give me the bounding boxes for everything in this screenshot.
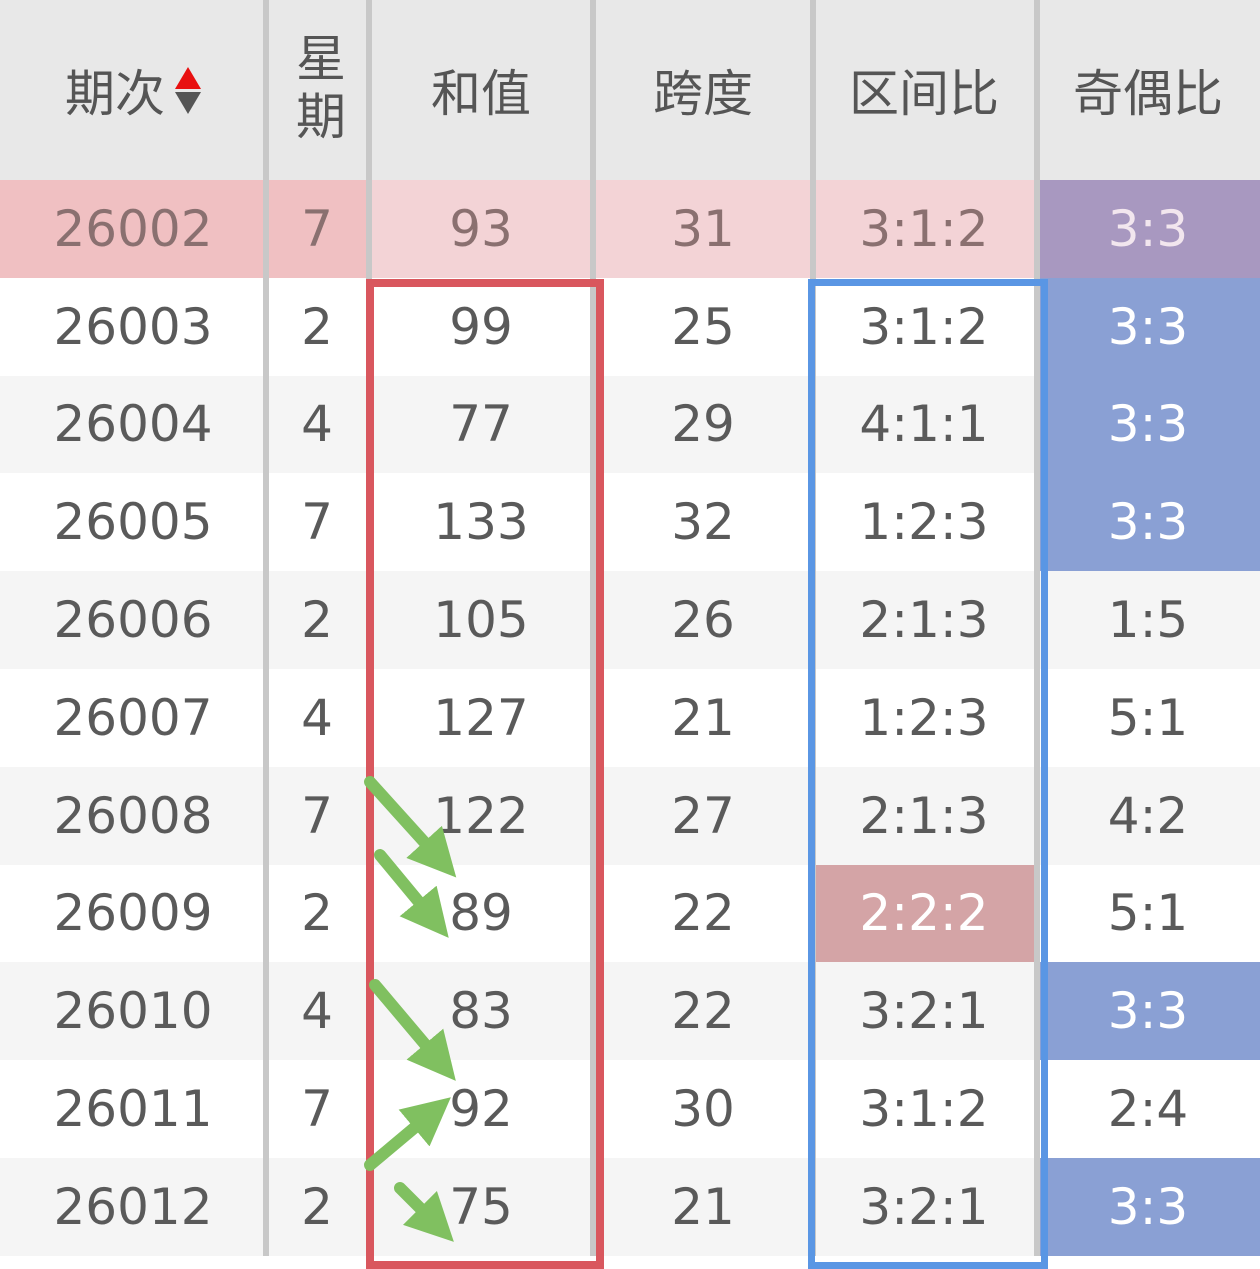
zone-ratio-cell: 3:1:2	[859, 297, 989, 356]
span-cell: 21	[671, 1177, 735, 1236]
sum-cell: 127	[433, 688, 529, 747]
zone-ratio-cell: 2:1:3	[859, 591, 989, 650]
header-label: 期次	[65, 65, 165, 123]
table-row[interactable]: 26004 4 77 29 4:1:1 3:3	[0, 375, 1260, 474]
issue-cell: 26012	[53, 1177, 213, 1236]
sum-cell: 75	[449, 1177, 513, 1236]
table-row[interactable]: 26009 2 89 22 2:2:2 5:1	[0, 864, 1260, 963]
span-cell: 22	[671, 884, 735, 943]
odd-even-cell: 2:4	[1107, 1080, 1189, 1139]
issue-cell: 26010	[53, 982, 213, 1041]
zone-ratio-cell: 3:2:1	[859, 982, 989, 1041]
odd-even-cell: 3:3	[1036, 1157, 1260, 1256]
issue-cell: 26009	[53, 884, 213, 943]
weekday-cell: 7	[301, 493, 333, 552]
table-row[interactable]: 26005 7 133 32 1:2:3 3:3	[0, 473, 1260, 572]
zone-ratio-cell: 4:1:1	[859, 395, 989, 454]
sort-up-down-icon[interactable]	[175, 66, 201, 114]
span-cell: 30	[671, 1080, 735, 1139]
span-cell: 29	[671, 395, 735, 454]
header-issue[interactable]: 期次	[0, 0, 266, 180]
arrow-icon	[364, 776, 457, 878]
arrow-icon	[369, 979, 456, 1081]
span-cell: 31	[594, 180, 812, 278]
header-odd-even-ratio: 奇偶比	[1073, 65, 1223, 123]
sum-cell: 93	[368, 180, 594, 278]
weekday-cell: 4	[301, 982, 333, 1041]
span-cell: 21	[671, 688, 735, 747]
sum-cell: 83	[449, 982, 513, 1041]
odd-even-cell: 5:1	[1107, 884, 1189, 943]
header-zone-ratio: 区间比	[849, 65, 999, 123]
zone-ratio-cell: 1:2:3	[859, 688, 989, 747]
table-row[interactable]: 26006 2 105 26 2:1:3 1:5	[0, 571, 1260, 669]
sum-cell: 77	[449, 395, 513, 454]
odd-even-cell: 3:3	[1036, 277, 1260, 376]
table-row[interactable]: 26007 4 127 21 1:2:3 5:1	[0, 669, 1260, 767]
arrow-icon	[374, 849, 449, 938]
table-row[interactable]: 26010 4 83 22 3:2:1 3:3	[0, 962, 1260, 1061]
issue-cell: 26003	[53, 297, 213, 356]
weekday-cell: 7	[301, 1080, 333, 1139]
zone-ratio-cell: 1:2:3	[859, 493, 989, 552]
odd-even-cell: 4:2	[1107, 786, 1189, 845]
issue-cell: 26007	[53, 688, 213, 747]
arrow-icon	[364, 1097, 451, 1171]
zone-ratio-cell: 2:1:3	[859, 786, 989, 845]
sum-cell: 99	[449, 297, 513, 356]
sum-cell: 133	[433, 493, 529, 552]
odd-even-cell: 5:1	[1107, 688, 1189, 747]
span-cell: 32	[671, 493, 735, 552]
table-row-highlighted[interactable]: 26002 7 93 31 3:1:2 3:3	[0, 180, 1260, 278]
issue-cell: 26002	[0, 180, 266, 278]
sum-cell: 105	[433, 591, 529, 650]
odd-even-cell: 3:3	[1036, 473, 1260, 572]
issue-cell: 26011	[53, 1080, 213, 1139]
sum-cell: 92	[449, 1080, 513, 1139]
weekday-cell: 2	[301, 591, 333, 650]
zone-ratio-cell: 3:2:1	[859, 1177, 989, 1236]
header-sum: 和值	[431, 65, 531, 123]
weekday-cell: 7	[266, 180, 368, 278]
span-cell: 27	[671, 786, 735, 845]
table-row[interactable]: 26008 7 122 27 2:1:3 4:2	[0, 766, 1260, 865]
weekday-cell: 2	[301, 1177, 333, 1236]
odd-even-cell: 3:3	[1036, 180, 1260, 278]
weekday-cell: 2	[301, 297, 333, 356]
issue-cell: 26008	[53, 786, 213, 845]
issue-cell: 26004	[53, 395, 213, 454]
issue-cell: 26006	[53, 591, 213, 650]
span-cell: 22	[671, 982, 735, 1041]
table-row[interactable]: 26012 2 75 21 3:2:1 3:3	[0, 1157, 1260, 1256]
header-span: 跨度	[653, 65, 753, 123]
table-row[interactable]: 26003 2 99 25 3:1:2 3:3	[0, 277, 1260, 376]
odd-even-cell: 3:3	[1036, 962, 1260, 1061]
issue-cell: 26005	[53, 493, 213, 552]
zone-ratio-cell: 3:1:2	[859, 1080, 989, 1139]
span-cell: 25	[671, 297, 735, 356]
weekday-cell: 7	[301, 786, 333, 845]
header-label: 星期	[288, 32, 346, 148]
header-weekday: 星期	[266, 0, 368, 180]
sum-cell: 89	[449, 884, 513, 943]
weekday-cell: 4	[301, 688, 333, 747]
odd-even-cell: 3:3	[1036, 375, 1260, 474]
table-row[interactable]: 26011 7 92 30 3:1:2 2:4	[0, 1060, 1260, 1158]
zone-ratio-cell: 2:2:2	[812, 864, 1036, 963]
span-cell: 26	[671, 591, 735, 650]
weekday-cell: 4	[301, 395, 333, 454]
zone-ratio-cell: 3:1:2	[812, 180, 1036, 278]
odd-even-cell: 1:5	[1107, 591, 1189, 650]
weekday-cell: 2	[301, 884, 333, 943]
arrow-icon	[394, 1182, 454, 1242]
table-header: 期次 星期 和值 跨度 区间比 奇偶比	[0, 0, 1260, 180]
